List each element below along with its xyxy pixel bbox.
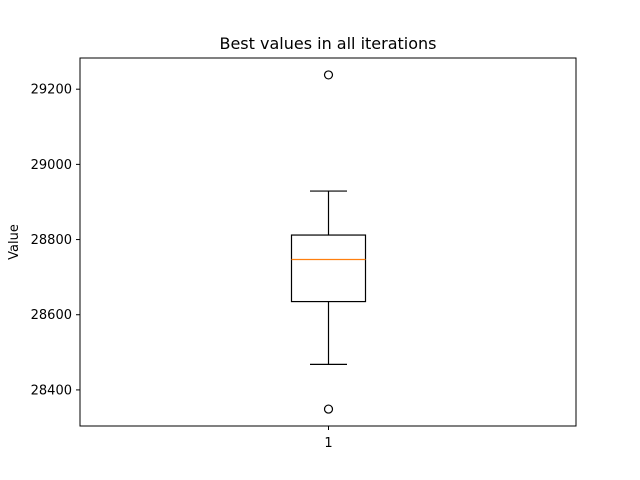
- y-tick-label: 28600: [31, 308, 72, 323]
- x-tick-label: 1: [324, 436, 332, 451]
- plot-area: 28400 28600 28800 29000 29200 1: [31, 70, 367, 451]
- chart-title: Best values in all iterations: [219, 34, 436, 53]
- y-tick-label: 28800: [31, 233, 72, 248]
- outlier-point: [323, 404, 334, 414]
- iqr-box: [290, 234, 367, 303]
- y-axis-label: Value: [7, 224, 22, 260]
- axes-frame: [79, 57, 577, 427]
- y-tick-label: 29000: [31, 158, 72, 173]
- y-tick-label: 28400: [31, 383, 72, 398]
- y-tick-label: 29200: [31, 83, 72, 98]
- outlier-point: [323, 70, 334, 80]
